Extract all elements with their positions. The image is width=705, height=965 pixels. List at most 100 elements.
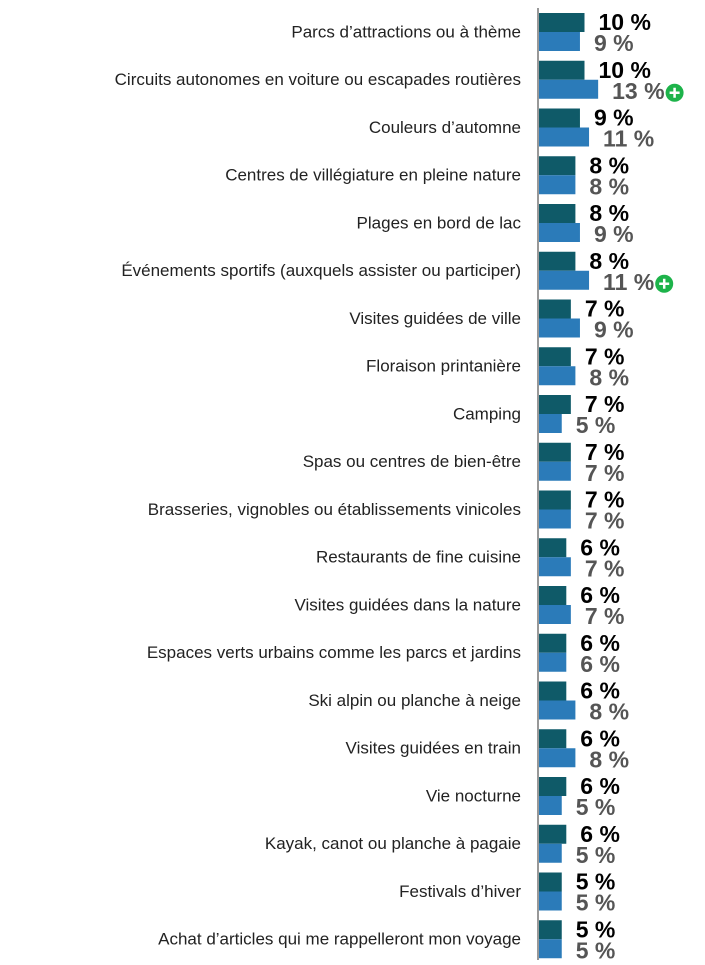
category-label: Spas ou centres de bien-être [303, 452, 521, 471]
value-label: 5 % [576, 869, 616, 895]
value-label: 8 % [589, 200, 629, 226]
bar [539, 204, 576, 223]
bar [539, 347, 571, 367]
bar [539, 777, 567, 796]
category-label: Restaurants de fine cuisine [316, 548, 521, 567]
bar [539, 299, 571, 319]
bar [539, 538, 567, 558]
value-label: 5 % [576, 412, 616, 438]
category-label: Ski alpin ou planche à neige [308, 691, 521, 710]
value-label: 9 % [594, 317, 634, 343]
value-label: 6 % [580, 651, 620, 677]
value-label: 7 % [585, 508, 625, 534]
value-label: 7 % [585, 487, 625, 513]
value-label: 7 % [585, 296, 625, 322]
value-label: 9 % [594, 221, 634, 247]
category-label: Visites guidées de ville [349, 309, 521, 328]
bar [539, 13, 585, 32]
value-label: 10 % [599, 57, 651, 83]
value-label: 7 % [585, 555, 625, 581]
bar [539, 490, 571, 510]
value-label: 5 % [576, 937, 616, 960]
value-label: 5 % [576, 794, 616, 820]
bar [539, 156, 576, 176]
category-label: Plages en bord de lac [357, 213, 522, 232]
category-label: Floraison printanière [366, 357, 521, 376]
bar [539, 509, 571, 529]
highlight-plus [659, 278, 670, 289]
value-label: 13 % [612, 78, 664, 104]
highlight-plus [669, 87, 680, 98]
value-label: 6 % [580, 582, 620, 608]
category-label: Circuits autonomes en voiture ou escapad… [115, 70, 521, 89]
bar [539, 681, 567, 701]
bar [539, 652, 567, 672]
value-label: 8 % [589, 699, 629, 725]
category-label: Visites guidées dans la nature [294, 595, 521, 614]
bar [539, 891, 562, 911]
value-label: 7 % [585, 343, 625, 369]
bar [539, 108, 580, 128]
category-label: Événements sportifs (auxquels assister o… [121, 261, 521, 280]
bar [539, 414, 562, 433]
category-label: Espaces verts urbains comme les parcs et… [147, 643, 521, 662]
bar [539, 270, 590, 290]
value-label: 11 % [603, 269, 654, 295]
value-label: 8 % [589, 364, 629, 390]
bar [539, 872, 562, 892]
bar [539, 318, 580, 338]
value-label: 9 % [594, 105, 634, 131]
value-label: 6 % [580, 725, 620, 751]
bar [539, 127, 590, 147]
value-label: 8 % [589, 248, 629, 274]
category-label: Centres de villégiature en pleine nature [225, 166, 521, 185]
value-label: 7 % [585, 439, 625, 465]
value-label: 5 % [576, 916, 616, 942]
bar [539, 442, 571, 462]
bar [539, 79, 599, 99]
bar [539, 633, 567, 653]
value-label: 6 % [580, 534, 620, 560]
value-label: 5 % [576, 890, 616, 916]
value-label: 6 % [580, 773, 620, 799]
category-label: Achat d’articles qui me rappelleront mon… [158, 930, 521, 949]
category-label: Vie nocturne [426, 786, 521, 805]
bar [539, 586, 567, 605]
value-label: 6 % [580, 630, 620, 656]
bar [539, 605, 571, 624]
bar [539, 461, 571, 481]
bar [539, 366, 576, 386]
category-label: Kayak, canot ou planche à pagaie [265, 834, 521, 853]
value-label: 5 % [576, 842, 616, 868]
category-label: Festivals d’hiver [399, 882, 521, 901]
category-label: Camping [453, 404, 521, 423]
value-label: 7 % [585, 391, 625, 417]
value-label: 11 % [603, 126, 654, 152]
value-label: 9 % [594, 30, 634, 56]
value-label: 8 % [589, 746, 629, 772]
bar [539, 223, 580, 242]
value-label: 6 % [580, 821, 620, 847]
bar [539, 748, 576, 768]
value-label: 8 % [589, 173, 629, 199]
category-label: Visites guidées en train [346, 739, 521, 758]
bar [539, 729, 567, 749]
category-label: Parcs d’attractions ou à thème [291, 22, 521, 41]
bar [539, 796, 562, 815]
bar [539, 395, 571, 414]
bar [539, 60, 585, 80]
bar [539, 843, 562, 863]
bar [539, 175, 576, 195]
bar [539, 32, 580, 51]
bar [539, 920, 562, 940]
bar [539, 251, 576, 271]
category-label: Couleurs d’automne [369, 118, 521, 137]
category-label: Brasseries, vignobles ou établissements … [148, 500, 521, 519]
bar [539, 700, 576, 720]
value-label: 8 % [589, 152, 629, 178]
value-label: 6 % [580, 678, 620, 704]
value-label: 10 % [599, 9, 651, 35]
bar [539, 939, 562, 959]
value-label: 7 % [585, 460, 625, 486]
